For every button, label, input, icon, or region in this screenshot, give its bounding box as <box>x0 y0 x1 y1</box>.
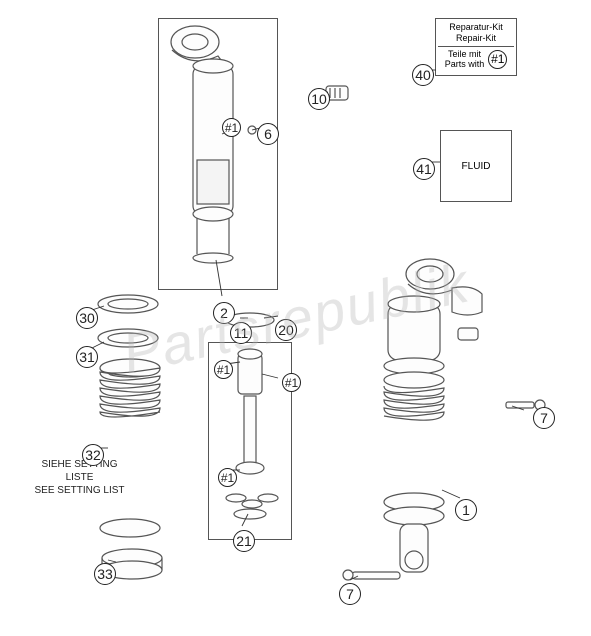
callout-41-circle: 41 <box>413 158 435 180</box>
callout-40-circle: 40 <box>412 64 434 86</box>
callout-6: 6 <box>257 123 279 145</box>
callout-10: 10 <box>308 88 330 110</box>
callout-41: 41 <box>413 158 435 180</box>
callout-h1a-circle: #1 <box>222 118 241 137</box>
callout-1: 1 <box>455 499 477 521</box>
callout-10-circle: 10 <box>308 88 330 110</box>
part-spring-32 <box>100 359 160 537</box>
callout-30-circle: 30 <box>76 307 98 329</box>
callout-7a: 7 <box>533 407 555 429</box>
part-shock-assembly-1 <box>343 259 545 580</box>
callout-32: 32 <box>82 444 104 466</box>
callout-7b: 7 <box>339 583 361 605</box>
callout-h1d-circle: #1 <box>282 373 301 392</box>
part-piston-rod-21 <box>226 349 278 519</box>
part-ring-31 <box>98 329 158 347</box>
callout-33: 33 <box>94 563 116 585</box>
callout-32-circle: 32 <box>82 444 104 466</box>
callout-h1e-circle: #1 <box>218 468 237 487</box>
callout-31: 31 <box>76 346 98 368</box>
callout-h1c: #1 <box>214 360 233 379</box>
setting-list-note: SIEHE SETTING LISTE SEE SETTING LIST <box>32 458 127 497</box>
callout-h1c-circle: #1 <box>214 360 233 379</box>
callout-21-circle: 21 <box>233 530 255 552</box>
callout-2-circle: 2 <box>213 302 235 324</box>
callout-11: 11 <box>230 322 252 344</box>
callout-31-circle: 31 <box>76 346 98 368</box>
callout-h1a: #1 <box>222 118 241 137</box>
part-ring-30 <box>98 295 158 313</box>
callout-h1d: #1 <box>282 373 301 392</box>
callout-2: 2 <box>213 302 235 324</box>
callout-40: 40 <box>412 64 434 86</box>
callout-33-circle: 33 <box>94 563 116 585</box>
callout-20: 20 <box>275 319 297 341</box>
callout-1-circle: 1 <box>455 499 477 521</box>
callout-20-circle: 20 <box>275 319 297 341</box>
part-damper-top <box>171 26 256 263</box>
callout-7a-circle: 7 <box>533 407 555 429</box>
callout-7b-circle: 7 <box>339 583 361 605</box>
callout-h1e: #1 <box>218 468 237 487</box>
callout-30: 30 <box>76 307 98 329</box>
callout-11-circle: 11 <box>230 322 252 344</box>
callout-21: 21 <box>233 530 255 552</box>
callout-6-circle: 6 <box>257 123 279 145</box>
